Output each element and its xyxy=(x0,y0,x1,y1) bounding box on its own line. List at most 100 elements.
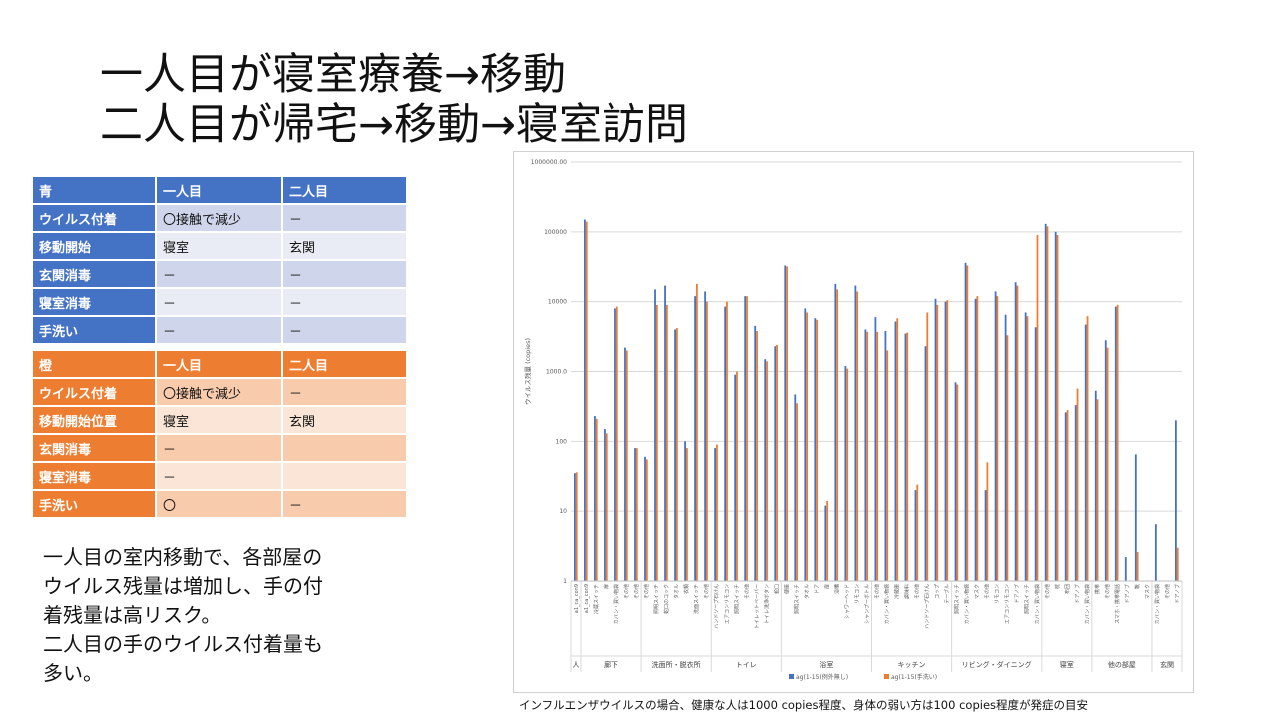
row-label: ウイルス付着 xyxy=(33,205,157,233)
table-cell xyxy=(283,463,408,491)
x-tick-label: その他 xyxy=(1164,584,1171,599)
table-cell: 〇 xyxy=(157,491,283,519)
bar xyxy=(1104,340,1107,581)
bar xyxy=(956,384,959,581)
y-tick-label: 10000 xyxy=(548,299,567,306)
bar xyxy=(645,459,648,581)
note-line: 着残量は高リスク。 xyxy=(43,603,222,627)
bar xyxy=(814,318,817,581)
bar xyxy=(1056,235,1059,581)
x-tick-label: 枕 xyxy=(1054,584,1061,589)
bar xyxy=(1124,557,1127,581)
x-tick-label: a1_ca_con9 xyxy=(574,584,580,613)
row-label: 玄関消毒 xyxy=(33,435,157,463)
x-tick-label: 靴 xyxy=(1134,584,1141,589)
bar xyxy=(704,291,707,581)
note-line: 多い。 xyxy=(43,661,103,685)
virus-residue-chart: 1 10 100 1000.0 10000 100000 1000000.00 ウイルス残量 … xyxy=(513,151,1194,693)
x-tick-label: カバン・買い物袋 xyxy=(1034,584,1041,624)
y-tick-label: 100000 xyxy=(544,229,567,236)
y-tick-label: 1000000.00 xyxy=(531,159,567,166)
table-cell: － xyxy=(283,317,408,345)
bar xyxy=(986,462,989,581)
bar xyxy=(824,505,827,581)
title-line-1: 一人目が寝室療養→移動 xyxy=(100,50,567,100)
x-tick-label: スマホ・携帯電話 xyxy=(1114,584,1121,624)
group-label: 浴室 xyxy=(819,660,833,669)
bar xyxy=(1116,304,1119,581)
bar xyxy=(615,306,618,581)
x-tick-label: その他 xyxy=(914,584,921,599)
bar xyxy=(864,329,867,581)
bar xyxy=(974,298,977,581)
bar xyxy=(934,298,937,581)
x-tick-label: 蛇口のコック xyxy=(663,584,670,614)
header-cell: 青 xyxy=(33,177,157,205)
bar xyxy=(1106,347,1109,581)
table-cell: 玄関 xyxy=(283,233,408,261)
table-cell: 〇接触で減少 xyxy=(157,205,283,233)
table-cell: － xyxy=(283,379,408,407)
bar xyxy=(706,301,708,581)
bar xyxy=(654,289,656,581)
bar xyxy=(994,291,997,581)
x-tick-label: リモコン xyxy=(854,584,860,604)
chart-svg: 1 10 100 1000.0 10000 100000 1000000.00 ウイルス残量 … xyxy=(523,159,1183,681)
legend-label: ag(1-15(手洗い) xyxy=(891,673,937,681)
bar xyxy=(585,221,588,581)
bar xyxy=(866,331,869,581)
x-tick-label: カバン・買い物袋 xyxy=(1154,584,1161,624)
row-label: 寝室消毒 xyxy=(33,463,157,491)
note-line: ウイルス残量は増加し、手の付 xyxy=(43,574,323,598)
bar xyxy=(754,325,757,581)
table-row: 移動開始位置 寝室 玄関 xyxy=(33,407,408,435)
x-tick-label: ドアノブ xyxy=(1174,584,1181,604)
x-tick-label: 照明スイッチ xyxy=(955,584,961,614)
row-label: 寝室消毒 xyxy=(33,289,157,317)
group-label: キッチン xyxy=(898,661,926,669)
x-tick-label: マスク xyxy=(975,584,981,599)
bar xyxy=(784,265,787,581)
bar xyxy=(1046,226,1049,581)
x-tick-label: タオル xyxy=(673,584,680,599)
blue-condition-table: 青 一人目 二人目 ウイルス付着 〇接触で減少 － 移動開始 寝室 玄関 玄関消… xyxy=(33,177,408,345)
bar xyxy=(724,306,727,581)
footnote: インフルエンザウイルスの場合、健康な人は1000 copies程度、身体の弱い方… xyxy=(519,698,1089,712)
x-tick-label: その他 xyxy=(984,584,991,599)
bar xyxy=(655,304,658,581)
x-tick-label: その他 xyxy=(623,584,630,599)
bar xyxy=(1074,405,1077,581)
bar xyxy=(1036,235,1039,581)
x-tick-label: 浴槽 xyxy=(833,584,840,594)
group-label: リビング・ダイニング xyxy=(962,660,1032,669)
bar xyxy=(625,350,628,581)
table-row: ウイルス付着 〇接触で減少 － xyxy=(33,379,408,407)
bar xyxy=(756,331,758,581)
y-tick-label: 10 xyxy=(559,508,567,515)
bar xyxy=(624,347,626,581)
bar xyxy=(936,304,939,581)
bar xyxy=(614,308,616,581)
header-cell: 一人目 xyxy=(157,351,283,379)
bar xyxy=(595,418,598,581)
bar xyxy=(816,319,819,581)
x-tick-label: エアコンリモコン xyxy=(1005,584,1011,624)
bar xyxy=(716,444,718,581)
x-tick-label: a1_ca_con9 xyxy=(584,584,590,613)
bar xyxy=(575,472,578,581)
row-label: 手洗い xyxy=(33,317,157,345)
table-row: 手洗い － － xyxy=(33,317,408,345)
x-tick-label: その他 xyxy=(874,584,881,599)
bar xyxy=(736,371,738,581)
x-tick-label: ハンドソープ石けん xyxy=(925,584,931,629)
table-cell: － xyxy=(283,491,408,519)
bar xyxy=(1064,412,1067,581)
table-cell: 寝室 xyxy=(157,407,283,435)
bar xyxy=(854,285,857,581)
x-tick-label: カバン・買い物袋 xyxy=(964,584,971,624)
note-line: 二人目の手のウイルス付着量も xyxy=(43,632,323,656)
x-tick-label: 衣類 xyxy=(683,584,690,594)
bar xyxy=(1006,335,1009,581)
bar xyxy=(675,327,678,581)
table-cell: － xyxy=(157,463,283,491)
